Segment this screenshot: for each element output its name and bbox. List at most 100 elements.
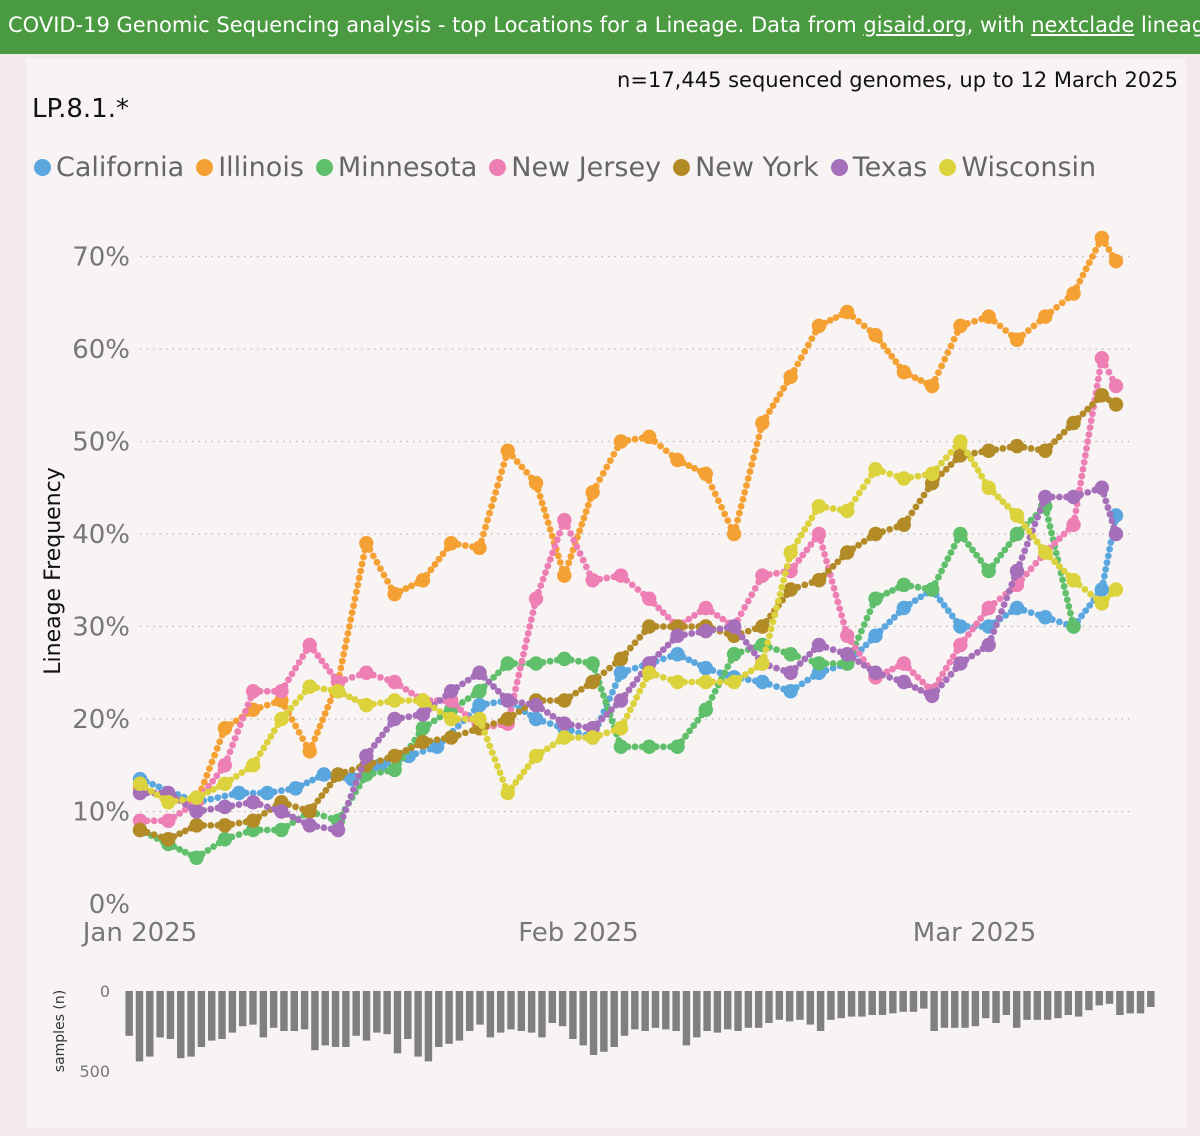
- data-point: [1108, 378, 1124, 394]
- trail-dot: [753, 440, 761, 448]
- sample-bar: [414, 991, 422, 1057]
- trail-dot: [1102, 565, 1110, 573]
- trail-dot: [1052, 549, 1060, 557]
- gisaid-link[interactable]: gisaid.org: [863, 13, 967, 37]
- trail-dot: [181, 827, 189, 835]
- trail-dot: [742, 638, 750, 646]
- trail-dot: [405, 713, 413, 721]
- trail-dot: [801, 581, 809, 589]
- bar-y-tick-label: 500: [79, 1062, 110, 1081]
- trail-dot: [565, 559, 573, 567]
- data-point: [953, 448, 968, 463]
- trail-dot: [536, 492, 544, 500]
- trail-dot: [314, 729, 321, 736]
- data-point: [670, 647, 685, 662]
- legend-marker-icon: [673, 158, 691, 176]
- trail-dot: [631, 639, 639, 647]
- y-tick-label: 50%: [72, 428, 130, 458]
- data-point: [217, 758, 233, 773]
- trail-dot: [270, 727, 278, 734]
- trail-dot: [935, 369, 942, 377]
- trail-dot: [864, 477, 871, 485]
- data-point: [500, 785, 515, 801]
- trail-dot: [855, 634, 862, 641]
- trail-dot: [780, 576, 787, 584]
- trail-dot: [431, 560, 439, 568]
- trail-dot: [938, 459, 945, 467]
- data-point: [698, 466, 713, 482]
- trail-dot: [490, 683, 498, 691]
- trail-dot: [797, 354, 805, 362]
- trail-dot: [529, 609, 537, 617]
- legend-item[interactable]: Texas: [830, 152, 927, 183]
- trail-dot: [942, 454, 950, 462]
- legend-item[interactable]: New York: [673, 152, 819, 183]
- trail-dot: [691, 464, 698, 472]
- trail-dot: [578, 520, 586, 528]
- trail-dot: [548, 532, 556, 540]
- trail-dot: [278, 787, 285, 795]
- trail-dot: [337, 664, 345, 672]
- sample-bar: [538, 991, 546, 1038]
- sample-bar: [1033, 991, 1042, 1020]
- trail-dot: [783, 562, 791, 570]
- sample-bar: [496, 991, 505, 1033]
- y-tick-label: 70%: [72, 243, 130, 273]
- trail-dot: [794, 360, 802, 368]
- trail-dot: [773, 646, 780, 654]
- sample-bar: [827, 991, 835, 1020]
- trail-dot: [546, 556, 554, 563]
- trail-dot: [834, 598, 842, 606]
- trail-dot: [626, 706, 634, 714]
- sample-bar: [135, 991, 144, 1062]
- data-point: [642, 619, 657, 634]
- data-point: [1038, 443, 1053, 458]
- trail-dot: [179, 796, 186, 804]
- data-point: [330, 767, 346, 782]
- trail-dot: [823, 557, 830, 565]
- legend-item[interactable]: Wisconsin: [939, 152, 1096, 183]
- sample-bar: [1126, 991, 1134, 1014]
- data-point: [953, 619, 968, 634]
- data-point: [359, 748, 374, 764]
- trail-dot: [626, 644, 634, 652]
- trail-dot: [995, 614, 1003, 622]
- trail-dot: [947, 670, 955, 678]
- trail-dot: [582, 563, 590, 571]
- trail-dot: [978, 472, 986, 480]
- nextclade-link[interactable]: nextclade: [1031, 13, 1135, 37]
- legend-item[interactable]: Minnesota: [315, 152, 477, 183]
- trail-dot: [516, 664, 524, 672]
- trail-dot: [326, 697, 334, 705]
- trail-dot: [436, 697, 444, 704]
- legend-item[interactable]: Illinois: [196, 152, 304, 183]
- data-point: [189, 850, 204, 865]
- trail-dot: [1056, 618, 1063, 626]
- trail-dot: [633, 675, 641, 683]
- trail-dot: [944, 607, 952, 615]
- sample-bar: [455, 991, 464, 1041]
- trail-dot: [625, 686, 633, 694]
- trail-dot: [485, 678, 493, 686]
- trail-dot: [629, 681, 637, 689]
- banner-text-end: lineages Source f: [1140, 13, 1200, 37]
- sample-bar: [579, 991, 587, 1046]
- trail-dot: [518, 657, 526, 665]
- trail-dot: [719, 615, 727, 623]
- data-point: [1038, 309, 1053, 324]
- data-point: [1038, 610, 1053, 625]
- legend-item[interactable]: New Jersey: [489, 152, 661, 183]
- trail-dot: [977, 557, 985, 564]
- data-point: [429, 739, 445, 754]
- data-point: [274, 684, 289, 699]
- y-tick-label: 30%: [72, 613, 130, 643]
- trail-dot: [807, 541, 815, 548]
- trail-dot: [920, 491, 928, 499]
- trail-dot: [242, 708, 249, 715]
- data-point: [359, 665, 374, 680]
- data-point: [500, 711, 515, 727]
- legend-item[interactable]: California: [34, 152, 184, 183]
- sample-bar: [404, 991, 412, 1039]
- sample-bar: [703, 991, 711, 1031]
- trail-dot: [886, 525, 894, 533]
